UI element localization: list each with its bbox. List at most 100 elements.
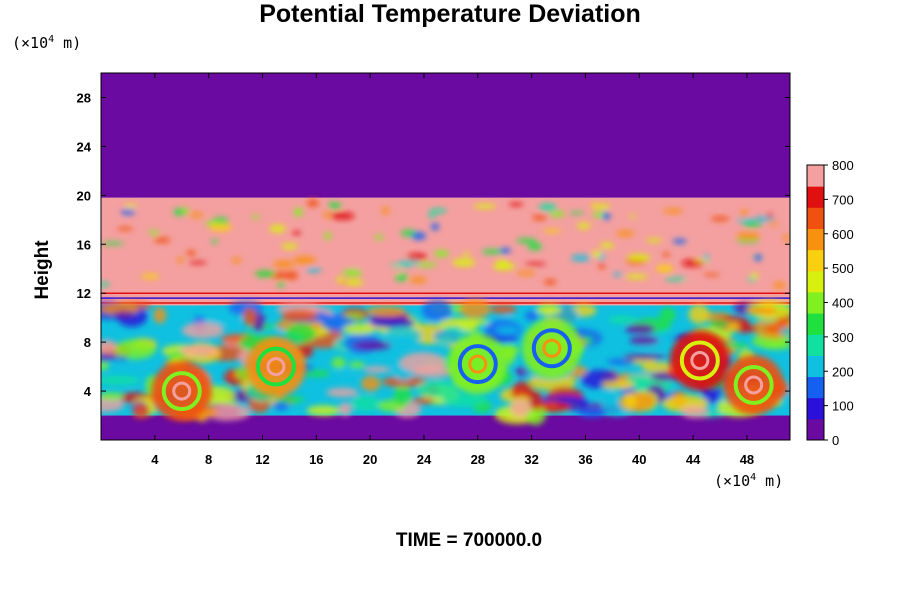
turbulence-blob [600, 387, 616, 406]
vortex-core [447, 334, 508, 395]
turbulence-blob [101, 354, 116, 362]
upper-blob [602, 212, 611, 220]
chart-title: Potential Temperature Deviation [259, 0, 641, 28]
turbulence-blob [524, 310, 539, 321]
upper-blob [538, 203, 557, 211]
vortex-ring [679, 340, 720, 381]
upper-blob [558, 243, 571, 247]
x-axis-ticks: 4 8 12 16 20 24 28 32 36 40 44 48 [151, 73, 754, 467]
upper-blob [740, 209, 749, 219]
turbulence-blob [351, 395, 381, 412]
turbulence-blob [709, 319, 729, 328]
turbulence-blob [243, 307, 257, 327]
turbulence-blob [344, 313, 365, 320]
upper-blob [629, 214, 637, 219]
heatmap-field [101, 73, 790, 440]
colorbar-swatch [807, 376, 824, 399]
colorbar-swatch [807, 228, 824, 251]
x-tick-label: 8 [205, 452, 212, 467]
y-axis-unit: (×104 m) [12, 34, 82, 52]
upper-blob [627, 253, 651, 262]
upper-blob [473, 203, 497, 209]
upper-blob [773, 281, 786, 289]
upper-blob [616, 230, 635, 237]
upper-blob [306, 267, 322, 273]
upper-blob [664, 277, 688, 282]
x-tick-label: 4 [151, 452, 159, 467]
y-tick-label: 4 [84, 384, 92, 399]
upper-blob [394, 273, 409, 282]
upper-blob [516, 238, 537, 244]
upper-blob [393, 265, 403, 274]
upper-blob [406, 253, 427, 261]
colorbar-tick-label: 800 [832, 158, 854, 173]
vortex [447, 334, 508, 395]
upper-blob [293, 255, 316, 265]
vortex-ring [468, 354, 488, 374]
upper-blob [429, 208, 447, 214]
turbulence-blob [207, 403, 252, 421]
upper-blob [569, 211, 585, 215]
upper-blob [211, 239, 219, 244]
y-tick-label: 12 [77, 286, 91, 301]
colorbar-swatch [807, 355, 824, 378]
colorbar-swatch [807, 165, 824, 187]
upper-blob [694, 258, 711, 262]
vortex-core [669, 330, 730, 391]
colorbar-tick-label: 0 [832, 433, 839, 448]
turbulence-blob [536, 304, 562, 315]
turbulence-blob [629, 335, 659, 346]
upper-blob [702, 273, 721, 277]
upper-blob [117, 226, 134, 231]
x-tick-label: 36 [578, 452, 592, 467]
colorbar-swatch [807, 186, 824, 208]
turbulence-blob [326, 387, 359, 398]
colorbar-tick-label: 600 [832, 227, 854, 242]
upper-blob [269, 224, 286, 233]
turbulence-blob [779, 327, 790, 336]
upper-blob [499, 247, 512, 254]
upper-blob [749, 272, 759, 279]
turbulence-blob [625, 323, 656, 335]
turbulence-blob [181, 322, 225, 339]
vortex [669, 330, 730, 391]
x-tick-label: 48 [740, 452, 754, 467]
turbulence-blob [383, 326, 422, 347]
turbulence-blob [370, 318, 416, 328]
upper-blob [663, 208, 683, 214]
vortex-ring [744, 375, 764, 395]
y-tick-label: 16 [77, 237, 91, 252]
upper-blob [186, 250, 196, 256]
turbulence-blob [275, 396, 305, 403]
upper-blob [291, 231, 302, 236]
turbulence-blob [101, 396, 125, 412]
upper-blob [452, 258, 476, 267]
y-tick-label: 20 [77, 188, 91, 203]
turbulence-blob [442, 392, 487, 407]
upper-blob [543, 229, 562, 233]
vortex-ring [457, 344, 498, 385]
upper-blob [645, 238, 663, 243]
turbulence-blob [412, 397, 435, 405]
upper-blob [173, 208, 185, 216]
vortex-ring [255, 346, 296, 387]
turbulence-blob [361, 375, 381, 392]
turbulence-blob [196, 307, 243, 326]
turbulence-blob [342, 323, 376, 335]
vortex-core [723, 354, 784, 415]
upper-blob [189, 212, 204, 218]
x-tick-label: 28 [471, 452, 485, 467]
turbulence-blob [393, 386, 412, 407]
turbulence-blob [659, 307, 676, 323]
turbulence-blob [726, 321, 740, 332]
turbulence-blob [606, 358, 636, 366]
colorbar-swatch [807, 418, 824, 441]
colorbar-tick-label: 400 [832, 296, 854, 311]
upper-blob [662, 252, 670, 258]
upper-blob [336, 276, 344, 283]
colorbar-swatch [807, 334, 824, 356]
turbulence-blob [489, 304, 517, 314]
upper-blob [323, 211, 331, 219]
upper-blob [577, 222, 591, 230]
